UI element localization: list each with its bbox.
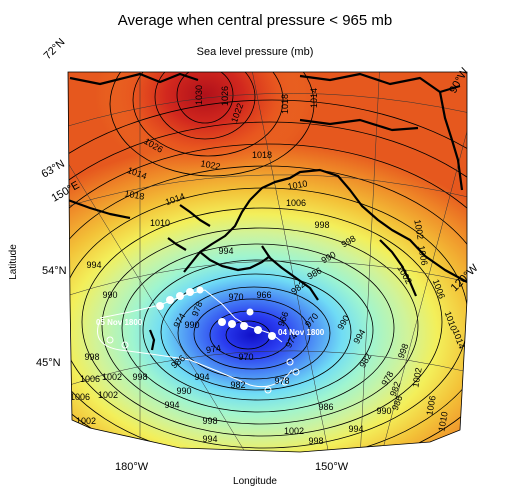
contour-label: 1010 — [436, 411, 449, 432]
lat-label-45: 45°N — [36, 357, 61, 369]
contour-label: 994 — [86, 260, 101, 270]
lat-label-72: 72°N — [42, 36, 68, 62]
contour-label: 966 — [256, 290, 271, 300]
contour-label: 970 — [228, 292, 243, 302]
contour-label: 974 — [205, 343, 222, 355]
contour-label: 990 — [376, 406, 391, 416]
lon-label-180w: 180°W — [115, 461, 149, 473]
contour-label: 1022 — [200, 158, 221, 171]
contour-label: 982 — [388, 380, 403, 398]
contour-label: 1002 — [410, 367, 423, 388]
contour-label: 1018 — [252, 150, 272, 160]
contour-label: 1030 — [194, 85, 204, 105]
contour-label: 982 — [230, 380, 245, 390]
contour-label: 1006 — [70, 392, 90, 402]
contour-label: 998 — [314, 220, 329, 230]
contour-label: 1010 — [287, 178, 308, 191]
contour-label: 990 — [176, 386, 191, 396]
contour-label: 1002 — [284, 426, 304, 436]
contour-label: 1010 — [150, 218, 170, 228]
contour-label: 1014 — [309, 88, 319, 108]
contour-label: 998 — [132, 372, 147, 382]
chart-title: Average when central pressure < 965 mb — [117, 12, 393, 29]
contour-label: 994 — [164, 400, 179, 410]
contour-label: 998 — [396, 342, 411, 360]
contour-label: 998 — [202, 416, 217, 426]
graticule — [68, 72, 467, 452]
contour-label: 1006 — [424, 395, 437, 416]
contour-label: 990 — [184, 320, 199, 330]
y-axis-title: Latitude — [8, 244, 19, 280]
contour-label: 966 — [276, 310, 291, 328]
track-end-label: 04 Nov 1800 — [278, 328, 325, 337]
contour-label: 994 — [202, 434, 217, 444]
contour-label: 1002 — [412, 219, 425, 240]
contour-label: 986 — [318, 402, 333, 412]
lat-label-63: 63°N — [40, 158, 67, 181]
storm-track — [97, 286, 300, 394]
map-frame — [67, 71, 468, 453]
contour-label: 1026 — [220, 86, 230, 106]
contour-label: 1002 — [76, 416, 96, 426]
contour-label: 994 — [218, 246, 233, 256]
contour-label: 990 — [102, 290, 117, 300]
contour-label: 994 — [348, 424, 363, 434]
contour-label: 1002 — [98, 390, 118, 400]
contour-label: 998 — [84, 352, 99, 362]
track-start-label: 05 Nov 1800 — [96, 318, 143, 327]
lon-label-150w: 150°W — [315, 461, 349, 473]
contour-label: 978 — [274, 376, 289, 386]
contour-label: 1006 — [416, 245, 429, 266]
contour-label: 998 — [308, 436, 323, 446]
contour-label: 1002 — [102, 372, 122, 382]
contour-label: 1006 — [80, 374, 100, 384]
lat-label-54: 54°N — [42, 265, 67, 277]
coastlines — [68, 72, 467, 351]
contour-label: 1018 — [124, 188, 145, 201]
contour-label: 986 — [390, 394, 405, 412]
contour-label: 970 — [238, 352, 253, 362]
x-axis-title: Longitude — [233, 476, 277, 487]
contour-label: 994 — [194, 372, 209, 382]
contour-label: 978 — [190, 300, 205, 318]
chart-subtitle: Sea level pressure (mb) — [196, 46, 314, 58]
contour-label: 1018 — [280, 94, 290, 114]
contour-label: 1006 — [286, 198, 306, 208]
